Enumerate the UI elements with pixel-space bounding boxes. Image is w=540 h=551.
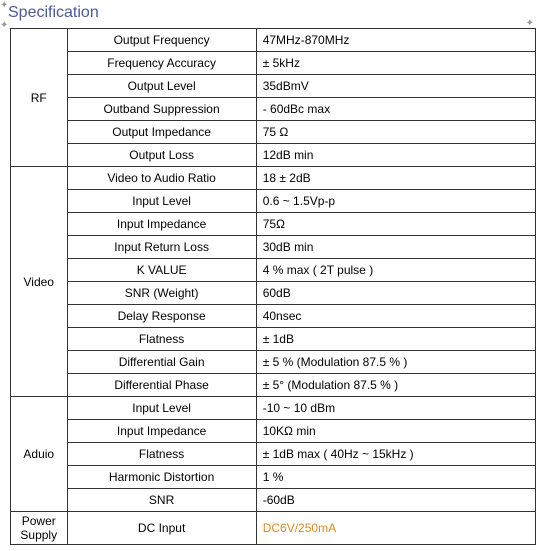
table-row: VideoVideo to Audio Ratio18 ± 2dB	[11, 167, 536, 190]
table-row: AduioInput Level-10 ~ 10 dBm	[11, 397, 536, 420]
table-row: Flatness± 1dB max ( 40Hz ~ 15kHz )	[11, 443, 536, 466]
page-title: ✦ ✦ ✦ Specification	[0, 0, 540, 26]
param-cell: Flatness	[67, 328, 256, 351]
table-row: Harmonic Distortion1 %	[11, 466, 536, 489]
param-cell: Input Impedance	[67, 213, 256, 236]
value-cell: 18 ± 2dB	[256, 167, 535, 190]
table-row: Frequency Accuracy± 5kHz	[11, 52, 536, 75]
corner-marker-icon: ✦	[526, 18, 534, 29]
value-cell: ± 5 % (Modulation 87.5 % )	[256, 351, 535, 374]
param-cell: SNR	[67, 489, 256, 512]
value-cell: 4 % max ( 2T pulse )	[256, 259, 535, 282]
value-cell: 47MHz-870MHz	[256, 29, 535, 52]
specification-table: RFOutput Frequency47MHz-870MHzFrequency …	[10, 28, 536, 545]
param-cell: SNR (Weight)	[67, 282, 256, 305]
table-row: Differential Phase± 5° (Modulation 87.5 …	[11, 374, 536, 397]
table-row: Differential Gain± 5 % (Modulation 87.5 …	[11, 351, 536, 374]
table-row: Output Level35dBmV	[11, 75, 536, 98]
param-cell: Output Level	[67, 75, 256, 98]
table-row: Input Impedance10KΩ min	[11, 420, 536, 443]
param-cell: Input Impedance	[67, 420, 256, 443]
corner-marker-icon: ✦	[0, 20, 8, 31]
param-cell: Input Level	[67, 397, 256, 420]
value-cell: -60dB	[256, 489, 535, 512]
table-row: Delay Response40nsec	[11, 305, 536, 328]
table-row: Output Loss12dB min	[11, 144, 536, 167]
value-cell: ± 1dB	[256, 328, 535, 351]
value-cell: 60dB	[256, 282, 535, 305]
category-cell: Power Supply	[11, 512, 68, 545]
param-cell: Frequency Accuracy	[67, 52, 256, 75]
table-row: Outband Suppression- 60dBc max	[11, 98, 536, 121]
value-cell: 1 %	[256, 466, 535, 489]
value-cell: ± 5° (Modulation 87.5 % )	[256, 374, 535, 397]
table-row: Flatness± 1dB	[11, 328, 536, 351]
value-cell: -10 ~ 10 dBm	[256, 397, 535, 420]
table-row: SNR (Weight)60dB	[11, 282, 536, 305]
table-row: Output Impedance75 Ω	[11, 121, 536, 144]
table-row: K VALUE4 % max ( 2T pulse )	[11, 259, 536, 282]
value-cell: 75Ω	[256, 213, 535, 236]
param-cell: Outband Suppression	[67, 98, 256, 121]
category-cell: RF	[11, 29, 68, 167]
param-cell: Input Level	[67, 190, 256, 213]
table-row: Power SupplyDC InputDC6V/250mA	[11, 512, 536, 545]
category-cell: Video	[11, 167, 68, 397]
param-cell: Output Impedance	[67, 121, 256, 144]
param-cell: Harmonic Distortion	[67, 466, 256, 489]
param-cell: DC Input	[67, 512, 256, 545]
param-cell: Video to Audio Ratio	[67, 167, 256, 190]
value-cell: ± 1dB max ( 40Hz ~ 15kHz )	[256, 443, 535, 466]
table-row: SNR-60dB	[11, 489, 536, 512]
value-cell: 35dBmV	[256, 75, 535, 98]
value-cell: 12dB min	[256, 144, 535, 167]
value-cell: 10KΩ min	[256, 420, 535, 443]
corner-marker-icon: ✦	[0, 0, 8, 11]
param-cell: Differential Gain	[67, 351, 256, 374]
param-cell: Output Frequency	[67, 29, 256, 52]
table-row: RFOutput Frequency47MHz-870MHz	[11, 29, 536, 52]
param-cell: Differential Phase	[67, 374, 256, 397]
value-cell: DC6V/250mA	[256, 512, 535, 545]
value-cell: - 60dBc max	[256, 98, 535, 121]
title-text: Specification	[8, 4, 99, 21]
table-row: Input Return Loss30dB min	[11, 236, 536, 259]
category-cell: Aduio	[11, 397, 68, 512]
value-cell: 30dB min	[256, 236, 535, 259]
param-cell: K VALUE	[67, 259, 256, 282]
param-cell: Delay Response	[67, 305, 256, 328]
param-cell: Input Return Loss	[67, 236, 256, 259]
table-row: Input Impedance75Ω	[11, 213, 536, 236]
param-cell: Flatness	[67, 443, 256, 466]
value-cell: ± 5kHz	[256, 52, 535, 75]
value-cell: 75 Ω	[256, 121, 535, 144]
value-cell: 0.6 ~ 1.5Vp-p	[256, 190, 535, 213]
table-row: Input Level0.6 ~ 1.5Vp-p	[11, 190, 536, 213]
value-cell: 40nsec	[256, 305, 535, 328]
param-cell: Output Loss	[67, 144, 256, 167]
